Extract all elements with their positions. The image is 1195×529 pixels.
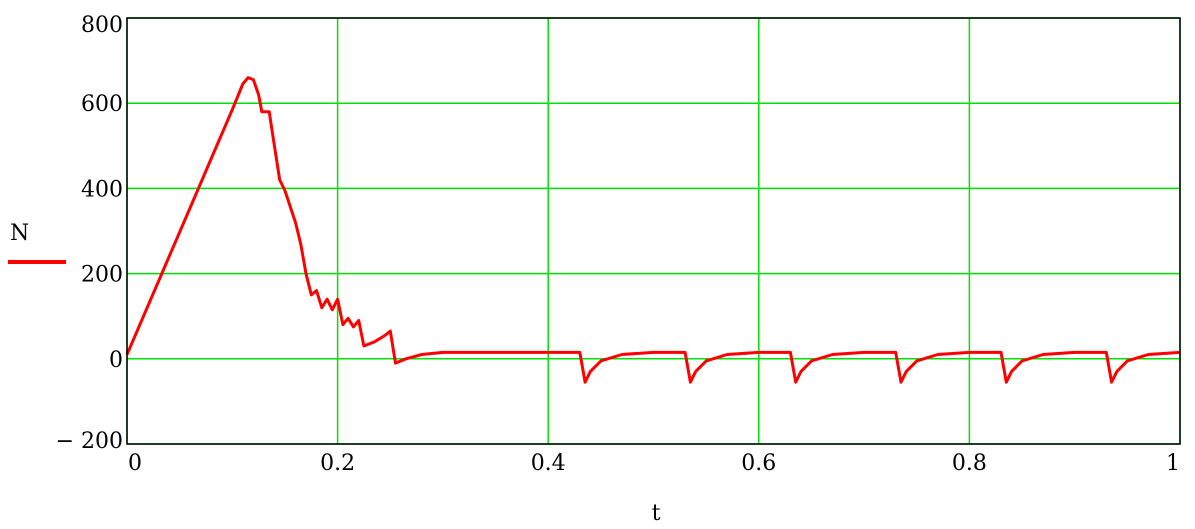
y-tick-label: 800 <box>81 13 123 38</box>
x-tick-label: 0.2 <box>320 451 355 476</box>
y-tick-label: 400 <box>81 177 123 202</box>
x-tick-label: 0.6 <box>741 451 776 476</box>
y-tick-label: − 200 <box>56 429 123 454</box>
x-tick-label: 0.8 <box>952 451 987 476</box>
x-axis-title: t <box>652 501 661 526</box>
y-tick-label: 0 <box>109 348 123 373</box>
x-tick-label: 0 <box>128 451 142 476</box>
series-line-N <box>125 76 1181 384</box>
legend: N <box>8 221 66 264</box>
x-tick-label: 0.4 <box>531 451 566 476</box>
grid <box>126 17 1181 445</box>
y-tick-label: 200 <box>81 263 123 288</box>
series-layer <box>125 76 1181 384</box>
y-tick-label: 600 <box>81 92 123 117</box>
legend-label: N <box>10 221 29 246</box>
plot-frame <box>126 17 1181 445</box>
x-tick-label: 1 <box>1166 451 1180 476</box>
